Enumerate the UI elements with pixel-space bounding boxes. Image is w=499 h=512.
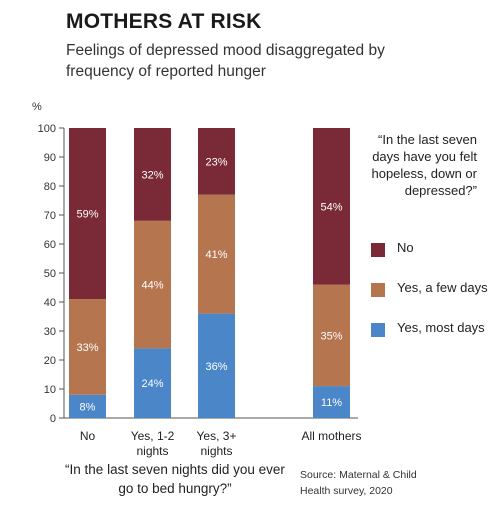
y-tick-label: 50 <box>44 268 56 280</box>
legend-label-most-days: Yes, most days <box>397 320 485 335</box>
y-tick-label: 20 <box>44 355 56 367</box>
y-tick-label: 70 <box>44 210 56 222</box>
x-tick-label: Yes, 1-2 <box>131 429 175 443</box>
x-tick-label: Yes, 3+ <box>197 429 237 443</box>
legend-label-no: No <box>397 240 414 255</box>
y-tick-label: 90 <box>44 152 56 164</box>
legend-swatch-no <box>371 243 385 257</box>
chart-title: MOTHERS AT RISK <box>66 10 262 33</box>
bar-segment <box>134 128 171 221</box>
data-label: 41% <box>205 249 227 261</box>
legend-item-no: No <box>371 240 491 280</box>
bar-segment <box>198 128 235 195</box>
legend-title: “In the last seven days have you felt ho… <box>371 132 477 198</box>
data-label: 44% <box>141 280 163 292</box>
legend-item-most-days: Yes, most days <box>371 320 491 360</box>
x-tick-label: nights <box>136 444 168 458</box>
legend-item-few-days: Yes, a few days <box>371 280 491 320</box>
data-label: 32% <box>141 169 163 181</box>
y-tick-label: 10 <box>44 384 56 396</box>
legend: No Yes, a few days Yes, most days <box>371 240 491 360</box>
data-label: 35% <box>320 330 342 342</box>
bar-segment <box>313 128 350 285</box>
x-tick-label: All mothers <box>301 429 361 443</box>
data-label: 23% <box>205 156 227 168</box>
legend-swatch-most-days <box>371 323 385 337</box>
y-tick-label: 100 <box>38 123 56 135</box>
source-note: Source: Maternal & Child Health survey, … <box>300 469 417 497</box>
bar-segment <box>134 220 171 349</box>
x-tick-label: No <box>80 429 96 443</box>
bar-segment <box>134 348 171 418</box>
bar-segment <box>198 313 235 418</box>
y-tick-label: 40 <box>44 297 56 309</box>
data-label: 54% <box>320 201 342 213</box>
y-tick-label: 30 <box>44 326 56 338</box>
bar-segment <box>313 386 350 418</box>
bar-segment <box>69 128 106 300</box>
data-label: 36% <box>205 361 227 373</box>
y-tick-label: 80 <box>44 181 56 193</box>
data-label: 59% <box>76 209 98 221</box>
bar-segment <box>198 194 235 314</box>
bar-segment <box>69 394 106 418</box>
y-tick-label: 0 <box>50 413 56 425</box>
y-tick-label: 60 <box>44 239 56 251</box>
data-label: 11% <box>321 397 342 409</box>
bar-segment <box>313 284 350 387</box>
chart-subtitle: Feelings of depressed mood disaggregated… <box>66 42 385 80</box>
legend-swatch-few-days <box>371 283 385 297</box>
bar-segment <box>69 299 106 395</box>
x-axis-question: “In the last seven nights did you ever g… <box>65 462 285 496</box>
legend-label-few-days: Yes, a few days <box>397 280 488 295</box>
x-tick-label: nights <box>200 444 232 458</box>
data-label: 24% <box>141 378 163 390</box>
data-label: 33% <box>76 342 98 354</box>
data-label: 8% <box>80 401 96 413</box>
y-axis-unit: % <box>32 101 42 113</box>
